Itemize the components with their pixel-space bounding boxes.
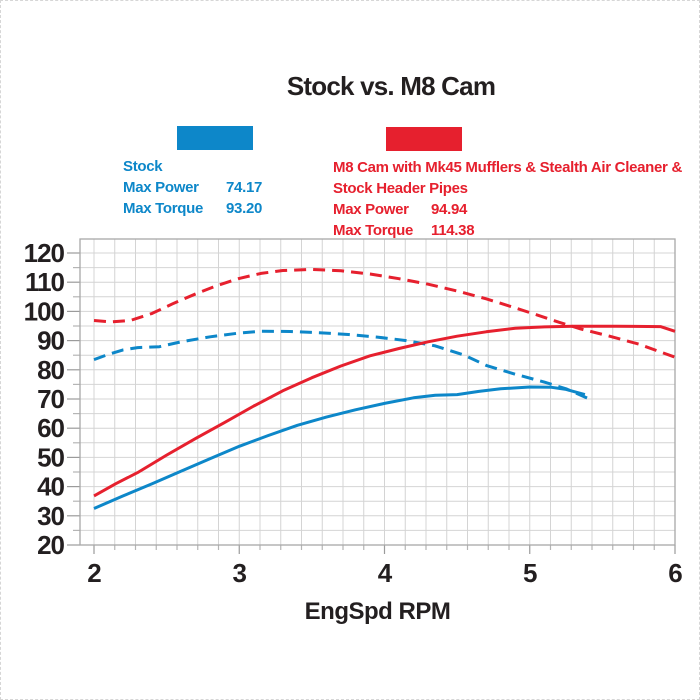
y-tick-label: 120 [24,238,65,268]
legend-swatch-m8cam [386,127,462,151]
max-power-label: Max Power [333,201,409,218]
legend-stock: Stock Max Power 74.17 Max Torque 93.20 [123,156,262,219]
y-tick-label: 80 [37,355,64,385]
max-torque-label: Max Torque [123,200,204,217]
max-power-value: 94.94 [431,201,468,218]
curve-m8-cam-max-torque-114-38 [93,267,676,359]
plot-border [79,238,676,546]
x-tick-label: 2 [87,558,101,588]
max-power-value: 74.17 [226,179,263,196]
legend-m8cam-name-line2: Stock Header Pipes [333,180,468,197]
y-tick-label: 100 [24,296,65,326]
chart-title: Stock vs. M8 Cam [286,71,496,101]
x-tick-label: 4 [378,558,393,588]
legend-swatch-stock [177,126,253,150]
y-tick-label: 40 [37,472,64,502]
max-torque-value: 93.20 [226,200,263,217]
curve-stock-max-power-74-17 [93,385,586,510]
curve-stock-max-torque-93-20 [93,329,592,401]
y-tick-label: 20 [37,530,64,560]
max-torque-value: 114.38 [431,222,475,239]
y-tick-label: 30 [37,501,64,531]
y-tick-label: 110 [25,267,64,297]
y-tick-label: 70 [37,384,64,414]
x-tick-label: 3 [233,558,247,588]
y-tick-label: 90 [37,326,64,356]
x-tick-label: 5 [523,558,537,588]
curve-m8-cam-max-power-94-94 [93,324,676,498]
x-tick-label: 6 [668,558,682,588]
legend-stock-max-torque-row: Max Torque 93.20 [123,198,262,219]
legend-m8cam-max-power-row: Max Power 94.94 [333,199,682,220]
y-tick-label: 50 [37,442,64,472]
legend-m8cam-max-torque-row: Max Torque 114.38 [333,220,682,241]
y-tick-label: 60 [37,413,64,443]
legend-m8cam: M8 Cam with Mk45 Mufflers & Stealth Air … [333,157,682,241]
max-torque-label: Max Torque [333,222,414,239]
x-axis-title: EngSpd RPM [304,598,451,625]
legend-stock-max-power-row: Max Power 74.17 [123,177,262,198]
max-power-label: Max Power [123,179,199,196]
legend-m8cam-name-line1: M8 Cam with Mk45 Mufflers & Stealth Air … [333,159,682,176]
legend-stock-name: Stock [123,158,163,175]
